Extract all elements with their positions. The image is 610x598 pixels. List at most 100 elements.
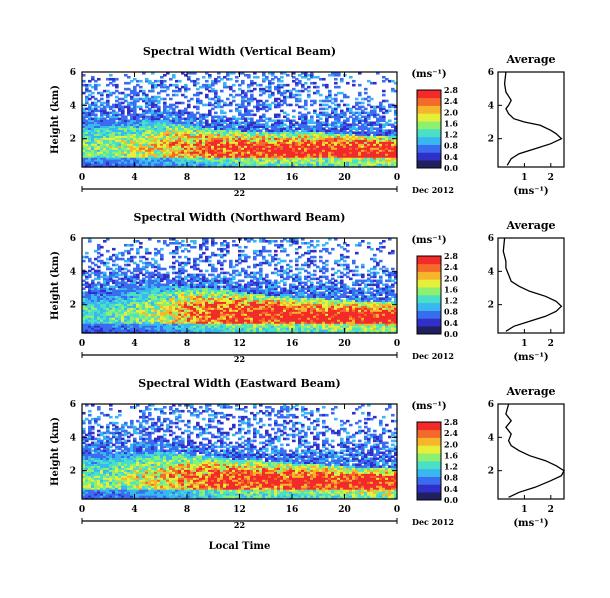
heatmap-cell <box>103 109 107 113</box>
heatmap-cell <box>253 129 257 132</box>
heatmap-cell <box>232 121 236 125</box>
heatmap-cell <box>226 157 230 160</box>
heatmap-cell <box>133 309 137 312</box>
heatmap-cell <box>169 125 173 129</box>
heatmap-cell <box>115 279 119 283</box>
heatmap-cell <box>316 153 320 156</box>
heatmap-cell <box>247 97 251 101</box>
heatmap-cell <box>151 271 155 275</box>
heatmap-cell <box>202 145 206 148</box>
heatmap-cell <box>184 299 188 302</box>
heatmap-cell <box>295 93 299 97</box>
heatmap-cell <box>151 149 155 152</box>
heatmap-cell <box>175 283 179 287</box>
heatmap-cell <box>307 119 311 123</box>
heatmap-cell <box>82 279 86 283</box>
heatmap-cell <box>124 129 128 132</box>
heatmap-cell <box>208 109 212 113</box>
heatmap-cell <box>115 293 119 296</box>
heatmap-cell <box>346 95 350 99</box>
heatmap-cell <box>181 315 185 318</box>
heatmap-cell <box>250 155 254 158</box>
heatmap-cell <box>316 139 320 142</box>
heatmap-cell <box>334 117 338 121</box>
heatmap-cell <box>124 295 128 298</box>
heatmap-cell <box>178 123 182 127</box>
heatmap-cell <box>160 273 164 277</box>
heatmap-cell <box>217 115 221 119</box>
heatmap-cell <box>208 141 212 144</box>
heatmap-cell <box>139 141 143 144</box>
heatmap-cell <box>145 115 149 119</box>
heatmap-cell <box>316 127 320 130</box>
heatmap-cell <box>199 295 203 298</box>
heatmap-cell <box>298 141 302 144</box>
heatmap-cell <box>85 293 89 296</box>
heatmap-cell <box>352 105 356 109</box>
heatmap-cell <box>106 315 110 318</box>
heatmap-cell <box>376 155 380 158</box>
heatmap-cell <box>124 145 128 148</box>
heatmap-cell <box>217 105 221 109</box>
heatmap-cell <box>202 301 206 304</box>
heatmap-cell <box>166 291 170 295</box>
heatmap-cell <box>169 129 173 132</box>
heatmap-cell <box>163 149 167 152</box>
heatmap-cell <box>139 155 143 158</box>
heatmap-cell <box>151 139 155 142</box>
heatmap-cell <box>256 121 260 125</box>
heatmap-cell <box>145 297 149 300</box>
heatmap-cell <box>295 83 299 87</box>
heatmap-cell <box>214 165 218 168</box>
heatmap-cell <box>187 313 191 316</box>
heatmap-cell <box>187 87 191 91</box>
heatmap-cell <box>133 107 137 111</box>
heatmap-cell <box>151 137 155 140</box>
heatmap-cell <box>127 329 131 332</box>
heatmap-cell <box>298 155 302 158</box>
heatmap-cell <box>220 117 224 121</box>
heatmap-cell <box>208 315 212 318</box>
heatmap-cell <box>151 113 155 117</box>
heatmap-cell <box>220 137 224 140</box>
heatmap-cell <box>223 81 227 85</box>
heatmap-cell <box>313 121 317 125</box>
heatmap-cell <box>202 275 206 279</box>
heatmap-cell <box>337 155 341 158</box>
heatmap-cell <box>310 133 314 136</box>
heatmap-cell <box>172 291 176 295</box>
heatmap-cell <box>187 319 191 322</box>
heatmap-cell <box>94 291 98 295</box>
heatmap-cell <box>388 135 392 138</box>
heatmap-cell <box>166 131 170 134</box>
heatmap-cell <box>364 153 368 156</box>
heatmap-cell <box>259 103 263 107</box>
heatmap-cell <box>115 131 119 134</box>
heatmap-cell <box>394 149 398 152</box>
heatmap-cell <box>106 283 110 287</box>
heatmap-cell <box>268 81 272 85</box>
heatmap-cell <box>388 129 392 132</box>
heatmap-cell <box>199 321 203 324</box>
heatmap-cell <box>106 143 110 146</box>
heatmap-cell <box>142 121 146 125</box>
heatmap-cell <box>262 163 266 166</box>
heatmap-cell <box>358 145 362 148</box>
heatmap-cell <box>199 123 203 127</box>
heatmap-cell <box>313 143 317 146</box>
heatmap-cell <box>355 123 359 127</box>
heatmap-cell <box>244 159 248 162</box>
heatmap-cell <box>244 165 248 168</box>
heatmap-cell <box>370 161 374 164</box>
heatmap-cell <box>211 123 215 127</box>
heatmap-cell <box>253 145 257 148</box>
heatmap-cell <box>271 125 275 129</box>
heatmap-cell <box>235 153 239 156</box>
heatmap-cell <box>223 129 227 132</box>
heatmap-cell <box>307 143 311 146</box>
heatmap-cell <box>187 151 191 154</box>
heatmap-cell <box>91 329 95 332</box>
heatmap-cell <box>94 285 98 289</box>
heatmap-cell <box>286 83 290 87</box>
heatmap-cell <box>82 153 86 156</box>
